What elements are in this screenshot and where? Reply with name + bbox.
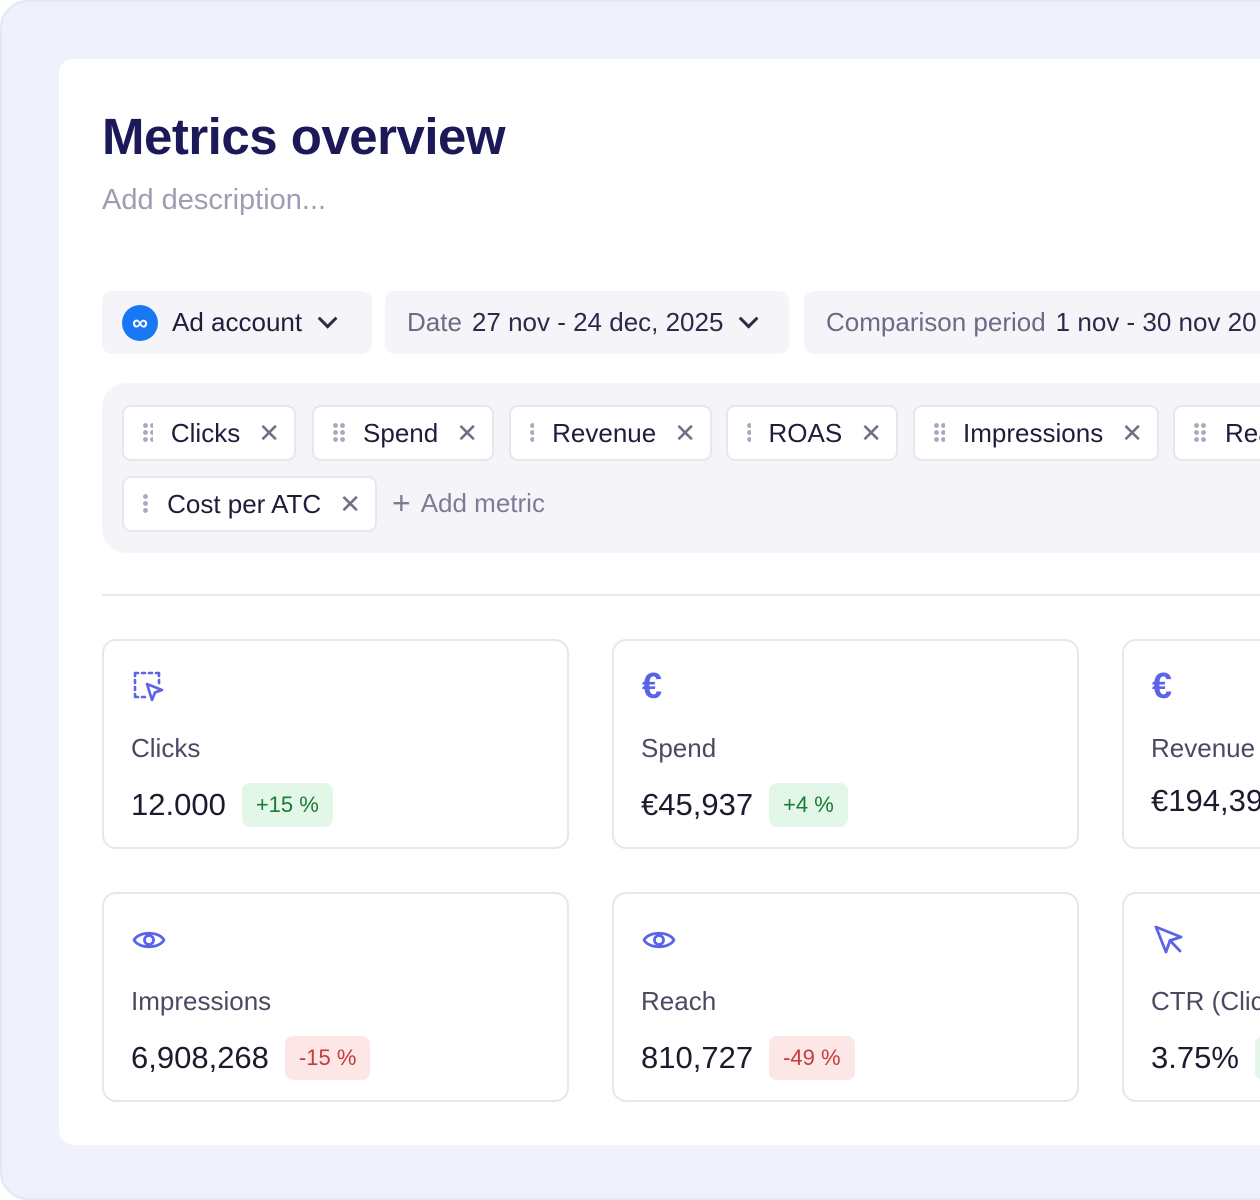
card-label: CTR (Click	[1151, 986, 1260, 1016]
metric-chip-cost-per-atc[interactable]: Cost per ATC ✕	[122, 476, 377, 532]
chip-label: Revenue	[552, 417, 657, 448]
page-title: Metrics overview	[102, 108, 506, 165]
card-value-text: 810,727	[641, 1040, 754, 1075]
metric-card-reach[interactable]: Reach 810,727 -49 %	[612, 892, 1079, 1102]
card-value-text: €194,39	[1151, 783, 1260, 818]
change-badge: +15 %	[241, 783, 333, 827]
card-value-text: 3.75%	[1151, 1040, 1239, 1075]
close-icon[interactable]: ✕	[258, 417, 280, 448]
metric-card-impressions[interactable]: Impressions 6,908,268 -15 %	[102, 892, 569, 1102]
comparison-period-dropdown[interactable]: Comparison period 1 nov - 30 nov 20	[804, 291, 1260, 354]
card-value: 3.75%	[1151, 1036, 1260, 1080]
chip-label: Clicks	[170, 417, 241, 448]
chip-label: Spend	[363, 417, 439, 448]
card-value: €45,937 +4 %	[641, 783, 848, 827]
comparison-label: Comparison period	[826, 307, 1046, 337]
eye-icon	[132, 931, 166, 949]
change-badge	[1254, 1036, 1260, 1080]
add-metric-label: Add metric	[420, 488, 545, 518]
close-icon[interactable]: ✕	[860, 417, 882, 448]
card-value-text: 12.000	[131, 787, 226, 822]
card-label: Spend	[641, 733, 717, 763]
card-value: 810,727 -49 %	[641, 1036, 855, 1080]
metrics-panel: Metrics overview Add description... ∞ Ad…	[59, 59, 1260, 1145]
metric-chip-reach[interactable]: Rea	[1173, 405, 1260, 461]
drag-handle-icon[interactable]	[933, 422, 946, 444]
change-badge: -49 %	[769, 1036, 855, 1080]
close-icon[interactable]: ✕	[1121, 417, 1143, 448]
card-value: 6,908,268 -15 %	[131, 1036, 371, 1080]
date-label: Date	[407, 307, 462, 337]
close-icon[interactable]: ✕	[456, 417, 478, 448]
card-value: €194,39	[1151, 783, 1260, 819]
ad-account-dropdown[interactable]: ∞ Ad account	[102, 291, 372, 354]
metric-chip-spend[interactable]: Spend ✕	[312, 405, 494, 461]
cursor-icon	[1154, 925, 1183, 954]
chip-label: ROAS	[768, 417, 843, 448]
card-label: Impressions	[131, 986, 272, 1016]
add-metric-button[interactable]: + Add metric	[392, 485, 545, 522]
metric-card-revenue[interactable]: € Revenue €194,39	[1122, 639, 1260, 849]
metric-chip-roas[interactable]: ROAS ✕	[726, 405, 898, 461]
meta-logo-icon: ∞	[122, 304, 158, 341]
euro-icon: €	[1152, 665, 1173, 706]
card-value-text: 6,908,268	[131, 1040, 269, 1075]
card-value: 12.000 +15 %	[131, 783, 333, 827]
chip-label: Cost per ATC	[167, 488, 322, 519]
change-badge: -15 %	[284, 1036, 371, 1080]
metric-card-clicks[interactable]: Clicks 12.000 +15 %	[102, 639, 569, 849]
drag-handle-icon[interactable]	[142, 422, 153, 444]
plus-icon: +	[392, 485, 411, 521]
date-value: 27 nov - 24 dec, 2025	[471, 307, 724, 337]
metric-chips-container: Clicks ✕ Spend ✕ Revenue ✕ ROAS ✕ Impres…	[102, 383, 1260, 553]
eye-icon	[642, 931, 676, 949]
drag-handle-icon[interactable]	[142, 493, 150, 515]
drag-handle-icon[interactable]	[1193, 422, 1207, 444]
chevron-down-icon	[739, 308, 759, 329]
metric-card-spend[interactable]: € Spend €45,937 +4 %	[612, 639, 1079, 849]
close-icon[interactable]: ✕	[339, 488, 361, 519]
ad-account-label: Ad account	[172, 307, 303, 337]
section-divider	[102, 594, 1260, 596]
chevron-down-icon	[317, 308, 338, 329]
comparison-value: 1 nov - 30 nov 20	[1055, 307, 1257, 337]
change-badge: +4 %	[769, 783, 848, 827]
drag-handle-icon[interactable]	[529, 422, 535, 444]
metric-chip-clicks[interactable]: Clicks ✕	[122, 405, 296, 461]
card-label: Revenue	[1151, 733, 1256, 763]
metric-card-ctr[interactable]: CTR (Click 3.75%	[1122, 892, 1260, 1102]
close-icon[interactable]: ✕	[674, 417, 696, 448]
card-label: Clicks	[131, 733, 201, 763]
date-range-dropdown[interactable]: Date 27 nov - 24 dec, 2025	[385, 291, 789, 354]
dashed-cursor-icon	[133, 671, 164, 702]
chip-label: Impressions	[963, 417, 1104, 448]
chip-label: Rea	[1225, 417, 1260, 448]
metric-chip-revenue[interactable]: Revenue ✕	[509, 405, 712, 461]
card-label: Reach	[641, 986, 717, 1016]
euro-icon: €	[642, 665, 663, 706]
metric-chip-impressions[interactable]: Impressions ✕	[913, 405, 1159, 461]
description-field[interactable]: Add description...	[102, 184, 327, 216]
drag-handle-icon[interactable]	[746, 422, 751, 444]
card-value-text: €45,937	[641, 787, 754, 822]
drag-handle-icon[interactable]	[332, 422, 346, 444]
